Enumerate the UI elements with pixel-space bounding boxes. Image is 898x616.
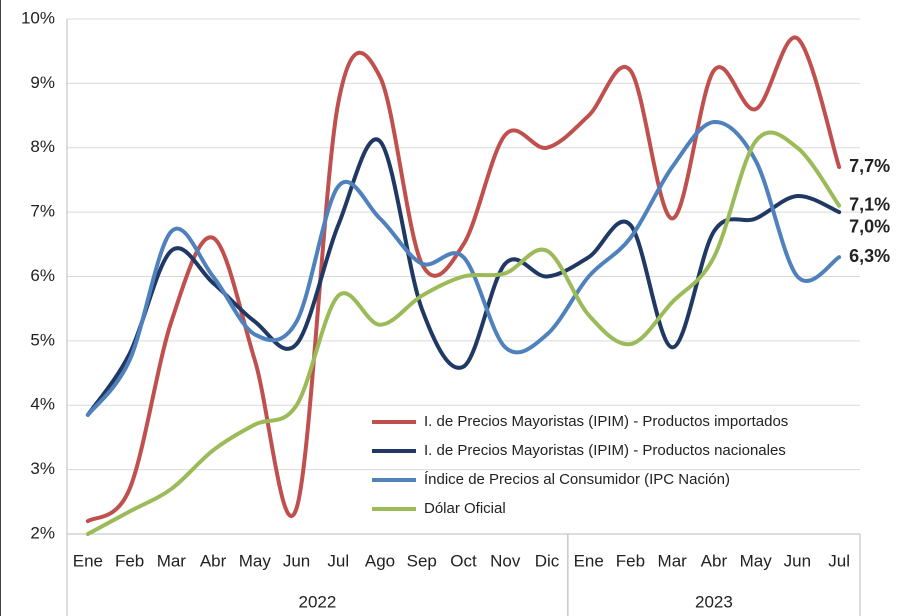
x-tick-label: Feb [616, 551, 645, 570]
y-tick-label: 2% [30, 523, 55, 542]
x-tick-label: Nov [490, 551, 521, 570]
x-tick-label: Jul [828, 551, 850, 570]
series-line [85, 35, 842, 524]
x-group-label: 2022 [299, 592, 337, 611]
series-line [85, 120, 842, 417]
x-tick-label: Ene [73, 551, 103, 570]
x-tick-label: Dic [535, 551, 560, 570]
x-tick-label: Mar [157, 551, 187, 570]
y-tick-label: 5% [30, 330, 55, 349]
y-tick-label: 7% [30, 202, 55, 221]
data-label: 6,3% [849, 246, 890, 266]
data-label: 7,0% [849, 216, 890, 236]
data-label: 7,7% [849, 156, 890, 176]
x-tick-label: Jun [784, 551, 811, 570]
x-tick-label: Abr [701, 551, 728, 570]
legend-label: I. de Precios Mayoristas (IPIM) - Produc… [424, 413, 788, 430]
x-tick-label: Abr [200, 551, 227, 570]
x-tick-label: Feb [115, 551, 144, 570]
y-tick-label: 4% [30, 395, 55, 414]
legend-label: I. de Precios Mayoristas (IPIM) - Produc… [424, 442, 786, 459]
y-tick-label: 9% [30, 73, 55, 92]
x-tick-label: Oct [450, 551, 477, 570]
y-tick-label: 6% [30, 266, 55, 285]
data-label: 7,1% [849, 194, 890, 214]
x-tick-label: May [740, 551, 773, 570]
y-tick-label: 3% [30, 459, 55, 478]
legend-label: Dólar Oficial [424, 500, 506, 517]
legend-label: Índice de Precios al Consumidor (IPC Nac… [424, 471, 730, 488]
x-tick-label: Jun [283, 551, 310, 570]
y-tick-label: 10% [21, 8, 55, 27]
x-tick-label: Ene [574, 551, 604, 570]
series-line [85, 130, 842, 536]
x-tick-label: Jul [327, 551, 349, 570]
x-tick-label: Ago [365, 551, 395, 570]
x-tick-label: May [239, 551, 272, 570]
x-tick-label: Sep [407, 551, 437, 570]
y-tick-label: 8% [30, 137, 55, 156]
x-group-label: 2023 [695, 592, 733, 611]
x-tick-label: Mar [658, 551, 688, 570]
